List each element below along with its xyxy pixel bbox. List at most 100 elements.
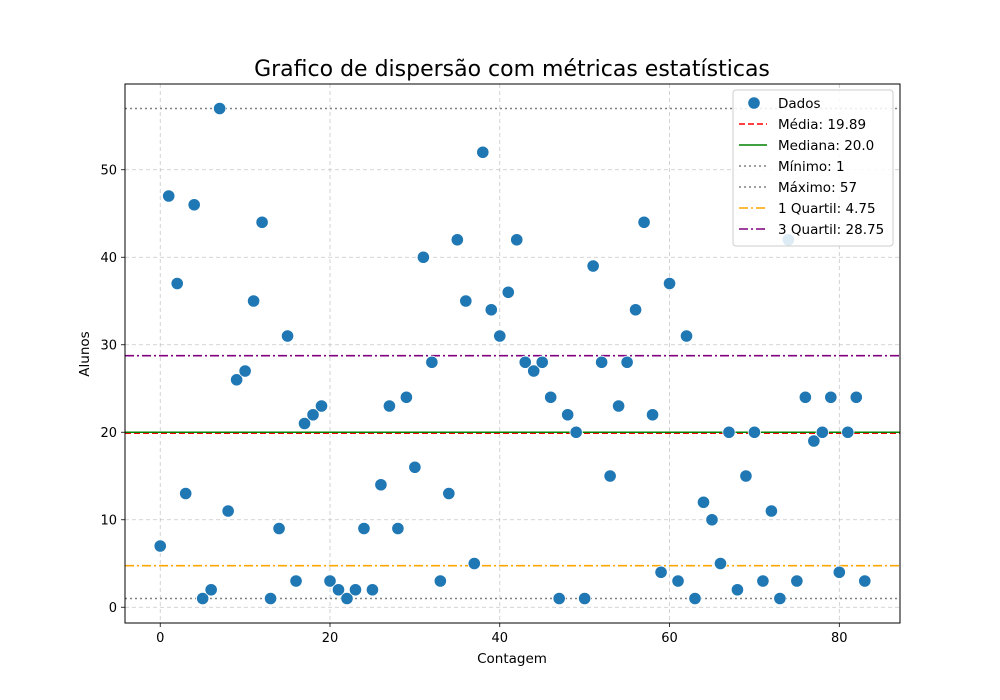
data-point [450, 233, 464, 247]
data-points [153, 101, 872, 606]
data-point [196, 591, 210, 606]
data-point [238, 364, 252, 378]
data-point [612, 399, 626, 413]
data-point [688, 591, 702, 606]
data-point [756, 574, 770, 588]
data-point [722, 425, 736, 439]
legend-label: 1 Quartil: 4.75 [778, 201, 876, 217]
data-point [654, 565, 668, 579]
data-point [408, 460, 422, 474]
data-point [187, 198, 201, 212]
data-point [247, 294, 261, 308]
data-point [790, 574, 804, 588]
data-point [535, 355, 549, 369]
data-point [280, 329, 295, 343]
x-tick-label: 80 [831, 631, 848, 646]
data-point [484, 303, 498, 317]
data-point [391, 521, 405, 536]
legend-marker [747, 96, 761, 110]
data-point [357, 521, 371, 536]
legend-label: Mínimo: 1 [778, 159, 845, 175]
x-tick-label: 20 [322, 631, 339, 646]
data-point [807, 434, 821, 448]
data-point [671, 574, 685, 588]
data-point [425, 355, 439, 369]
legend-box [732, 89, 894, 247]
data-point [179, 486, 193, 501]
data-point [578, 591, 592, 606]
data-point [832, 565, 846, 579]
data-point [561, 408, 575, 422]
y-tick-label: 20 [100, 426, 117, 441]
legend-label: Mediana: 20.0 [778, 138, 874, 154]
data-point [365, 583, 380, 597]
data-point [595, 355, 609, 369]
data-point [331, 583, 346, 597]
data-point [730, 583, 745, 597]
y-tick-label: 0 [109, 601, 117, 616]
data-point [213, 101, 227, 116]
y-tick-label: 30 [100, 338, 117, 353]
data-point [374, 478, 388, 492]
data-point [637, 215, 651, 229]
data-point [773, 591, 787, 606]
data-point [221, 504, 235, 518]
legend-label: 3 Quartil: 28.75 [778, 222, 884, 238]
y-tick-label: 50 [100, 163, 117, 178]
data-point [340, 591, 354, 606]
y-tick-label: 10 [100, 513, 117, 528]
data-point [306, 408, 320, 422]
chart-title: Grafico de dispersão com métricas estatí… [254, 57, 770, 82]
data-point [679, 329, 694, 343]
data-point [230, 373, 244, 387]
data-point [858, 574, 872, 588]
data-point [662, 276, 677, 291]
data-point [510, 233, 524, 247]
data-point [747, 425, 762, 439]
data-point [153, 539, 167, 553]
data-point [824, 390, 838, 404]
data-point [603, 469, 617, 483]
x-tick-label: 60 [661, 631, 678, 646]
data-point [493, 329, 507, 343]
data-point [798, 390, 812, 404]
data-point [476, 145, 490, 159]
data-point [467, 556, 481, 571]
data-point [586, 259, 600, 273]
data-point [323, 574, 337, 588]
data-point [849, 390, 863, 404]
data-point [501, 285, 515, 299]
x-tick-label: 40 [491, 631, 508, 646]
legend-label: Média: 19.89 [778, 117, 866, 133]
plot-frame [124, 83, 901, 624]
data-point [696, 495, 711, 509]
data-point [569, 425, 583, 439]
data-point [552, 591, 566, 606]
data-point [399, 390, 413, 404]
data-point [527, 364, 541, 378]
data-point [348, 583, 363, 597]
data-point [433, 574, 447, 588]
data-point [162, 189, 176, 203]
data-point [442, 486, 456, 501]
data-point [289, 574, 303, 588]
data-point [416, 250, 430, 264]
data-point [764, 504, 778, 518]
x-tick-label: 0 [156, 631, 164, 646]
y-axis-label: Alunos [77, 331, 93, 376]
data-point [544, 390, 558, 404]
data-point [297, 416, 312, 431]
y-axis-ticks: 0 10 20 30 40 50 [100, 163, 125, 616]
legend-label: Máximo: 57 [778, 180, 857, 196]
data-point [314, 399, 329, 413]
x-axis-label: Contagem [477, 651, 547, 667]
data-point [628, 303, 643, 317]
legend: Dados Média: 19.89 Mediana: 20.0 Mínimo: 1 M… [732, 89, 894, 247]
data-point [518, 355, 532, 369]
data-point [841, 425, 855, 439]
data-point [459, 294, 473, 308]
data-point [815, 425, 829, 439]
data-point [170, 276, 184, 291]
data-point [272, 521, 286, 536]
